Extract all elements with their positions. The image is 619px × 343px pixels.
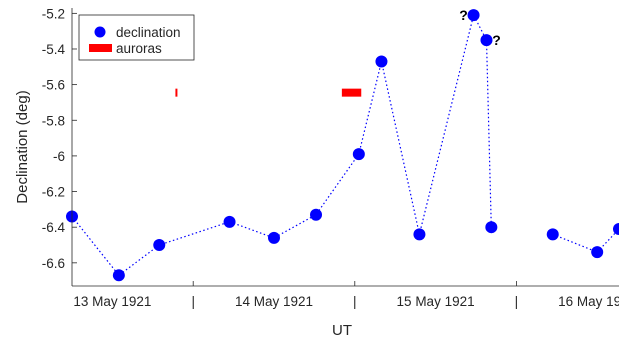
y-tick-label: -5.6 — [42, 78, 65, 93]
declination-line-0 — [71, 13, 492, 277]
declination-point — [267, 231, 280, 244]
y-tick-label: -5.4 — [42, 42, 66, 57]
declination-point — [467, 9, 480, 22]
legend-auroras-label: auroras — [116, 41, 162, 56]
y-axis-title: Declination (deg) — [14, 90, 31, 203]
x-tick-label: 16 May 1921 — [558, 294, 619, 309]
declination-point — [591, 246, 604, 259]
declination-point — [310, 208, 323, 221]
x-tick-label: 14 May 1921 — [235, 294, 313, 309]
y-tick-label: -6.2 — [42, 185, 65, 200]
auroras-layer — [175, 88, 362, 97]
legend-declination-marker — [94, 26, 106, 38]
x-separator-label: | — [353, 294, 357, 309]
declination-point — [485, 221, 498, 234]
y-tick-label: -5.2 — [42, 6, 65, 21]
ticks-layer: -5.2 -5.4 -5.6 -5.8 -6 -6.2 -6.4 -6.6 13 May 192… — [42, 6, 619, 309]
series-lines-layer — [71, 13, 619, 277]
x-separator-label: | — [191, 294, 195, 309]
declination-point — [352, 148, 365, 161]
x-tick-label: 15 May 1921 — [397, 294, 475, 309]
declination-point — [480, 34, 493, 47]
x-axis-title: UT — [332, 322, 352, 338]
declination-point — [413, 228, 426, 241]
y-tick-label: -6.6 — [42, 256, 65, 271]
declination-point — [112, 269, 125, 282]
declination-point — [153, 239, 166, 252]
question-mark-annotation: ? — [459, 7, 468, 23]
x-separator-label: | — [515, 294, 519, 309]
legend-auroras-marker — [89, 44, 112, 52]
aurora-interval-0 — [175, 88, 178, 97]
declination-line-1 — [552, 228, 619, 253]
legend-box — [78, 14, 195, 61]
legend: declination auroras — [78, 14, 195, 61]
x-tick-label: 13 May 1921 — [73, 294, 151, 309]
y-tick-label: -6.4 — [42, 220, 66, 235]
y-tick-label: -5.8 — [42, 113, 65, 128]
annotations-layer: ?? — [459, 7, 500, 48]
series-points-layer — [66, 9, 619, 282]
y-tick-label: -6 — [53, 149, 65, 164]
question-mark-annotation: ? — [492, 32, 501, 48]
declination-point — [223, 215, 236, 228]
declination-point — [546, 228, 559, 241]
axes-layer — [71, 8, 619, 287]
declination-point — [375, 55, 388, 68]
declination-point — [613, 222, 619, 235]
aurora-interval-1 — [341, 88, 362, 97]
legend-declination-label: declination — [116, 25, 181, 40]
